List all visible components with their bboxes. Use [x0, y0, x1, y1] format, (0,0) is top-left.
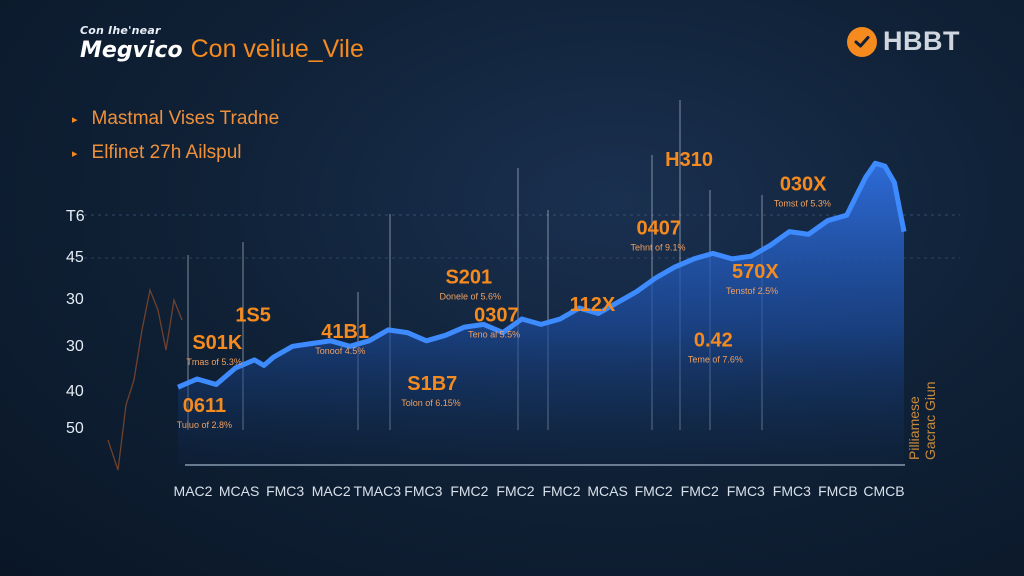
- x-tick-label: FMC3: [404, 483, 442, 499]
- legend-item: ▸ Elfinet 27h Ailspul: [72, 142, 279, 164]
- data-caption: Tuluo of 2.8%: [177, 420, 232, 430]
- y-tick-label: 30: [66, 291, 84, 308]
- data-caption: Tehnt of 9.1%: [631, 242, 686, 252]
- data-label: 0407: [637, 217, 682, 239]
- x-tick-label: MAC2: [174, 483, 213, 499]
- brand-name: Megvico: [80, 38, 183, 63]
- x-tick-label: TMAC3: [354, 483, 402, 499]
- area-fill: [178, 163, 904, 466]
- data-caption: Donele of 5.6%: [439, 291, 501, 301]
- y-tick-label: 45: [66, 249, 84, 266]
- data-label: 0611: [183, 395, 226, 417]
- data-label: 0307: [474, 305, 519, 327]
- data-label: S201: [445, 266, 492, 288]
- x-tick-label: FMC3: [266, 483, 304, 499]
- chart-subtitle: Con Ihe'near: [80, 24, 161, 37]
- data-label: 112X: [570, 294, 616, 316]
- x-tick-label: MCAS: [587, 483, 627, 499]
- x-tick-label: FMC2: [681, 483, 719, 499]
- y-tick-label: 40: [66, 383, 84, 400]
- data-caption: Tmas of 5.3%: [186, 357, 242, 367]
- data-label: 1S5: [235, 305, 271, 327]
- x-tick-label: MCAS: [219, 483, 259, 499]
- x-tick-label: FMC2: [496, 483, 534, 499]
- data-caption: Tolon of 6.15%: [401, 398, 461, 408]
- x-tick-label: MAC2: [312, 483, 351, 499]
- x-tick-label: FMC2: [542, 483, 580, 499]
- data-caption: Tenstof 2.5%: [726, 286, 778, 296]
- data-label: 030X: [780, 174, 827, 196]
- series-line: [177, 160, 907, 390]
- legend: ▸ Mastmal Vises Tradne ▸ Elfinet 27h Ail…: [72, 108, 279, 176]
- arrow-right-icon: ▸: [72, 113, 78, 126]
- side-note: Pilliamese Gacrac Giun: [906, 381, 938, 460]
- logo-text: HBBT: [883, 26, 960, 56]
- x-tick-label: CMCB: [863, 483, 904, 499]
- x-tick-label: FMC3: [727, 483, 765, 499]
- check-icon: [847, 26, 877, 57]
- x-tick-label: FMC2: [635, 483, 673, 499]
- data-label: 0.42: [694, 329, 733, 351]
- data-label: 570X: [732, 261, 779, 283]
- y-tick-label: 30: [66, 338, 84, 355]
- x-tick-label: FMCB: [818, 483, 858, 499]
- noise-line: [107, 287, 183, 471]
- data-label: 41B1: [321, 321, 369, 343]
- data-label: S1B7: [407, 373, 457, 395]
- y-tick-label: 50: [66, 420, 84, 437]
- legend-label: Mastmal Vises Tradne: [91, 108, 280, 129]
- data-caption: Teme of 7.6%: [688, 354, 743, 364]
- chart-title: Con veliue_Vile: [190, 35, 364, 63]
- y-tick-label: T6: [66, 208, 85, 225]
- data-caption: Tonoof 4.5%: [315, 346, 365, 356]
- logo: HBBT: [847, 26, 960, 57]
- legend-label: Elfinet 27h Ailspul: [91, 142, 242, 163]
- data-label: S01K: [192, 332, 243, 354]
- x-tick-label: FMC2: [450, 483, 488, 499]
- legend-item: ▸ Mastmal Vises Tradne: [72, 108, 279, 130]
- arrow-right-icon: ▸: [72, 147, 78, 160]
- x-tick-label: FMC3: [773, 483, 811, 499]
- data-caption: Teno al 5.5%: [468, 330, 520, 340]
- data-label: H310: [665, 149, 713, 171]
- title-row: Megvico Con veliue_Vile: [80, 35, 364, 64]
- title-block: Con Ihe'near Megvico Con veliue_Vile: [80, 24, 364, 64]
- data-caption: Tomst of 5.3%: [774, 199, 831, 209]
